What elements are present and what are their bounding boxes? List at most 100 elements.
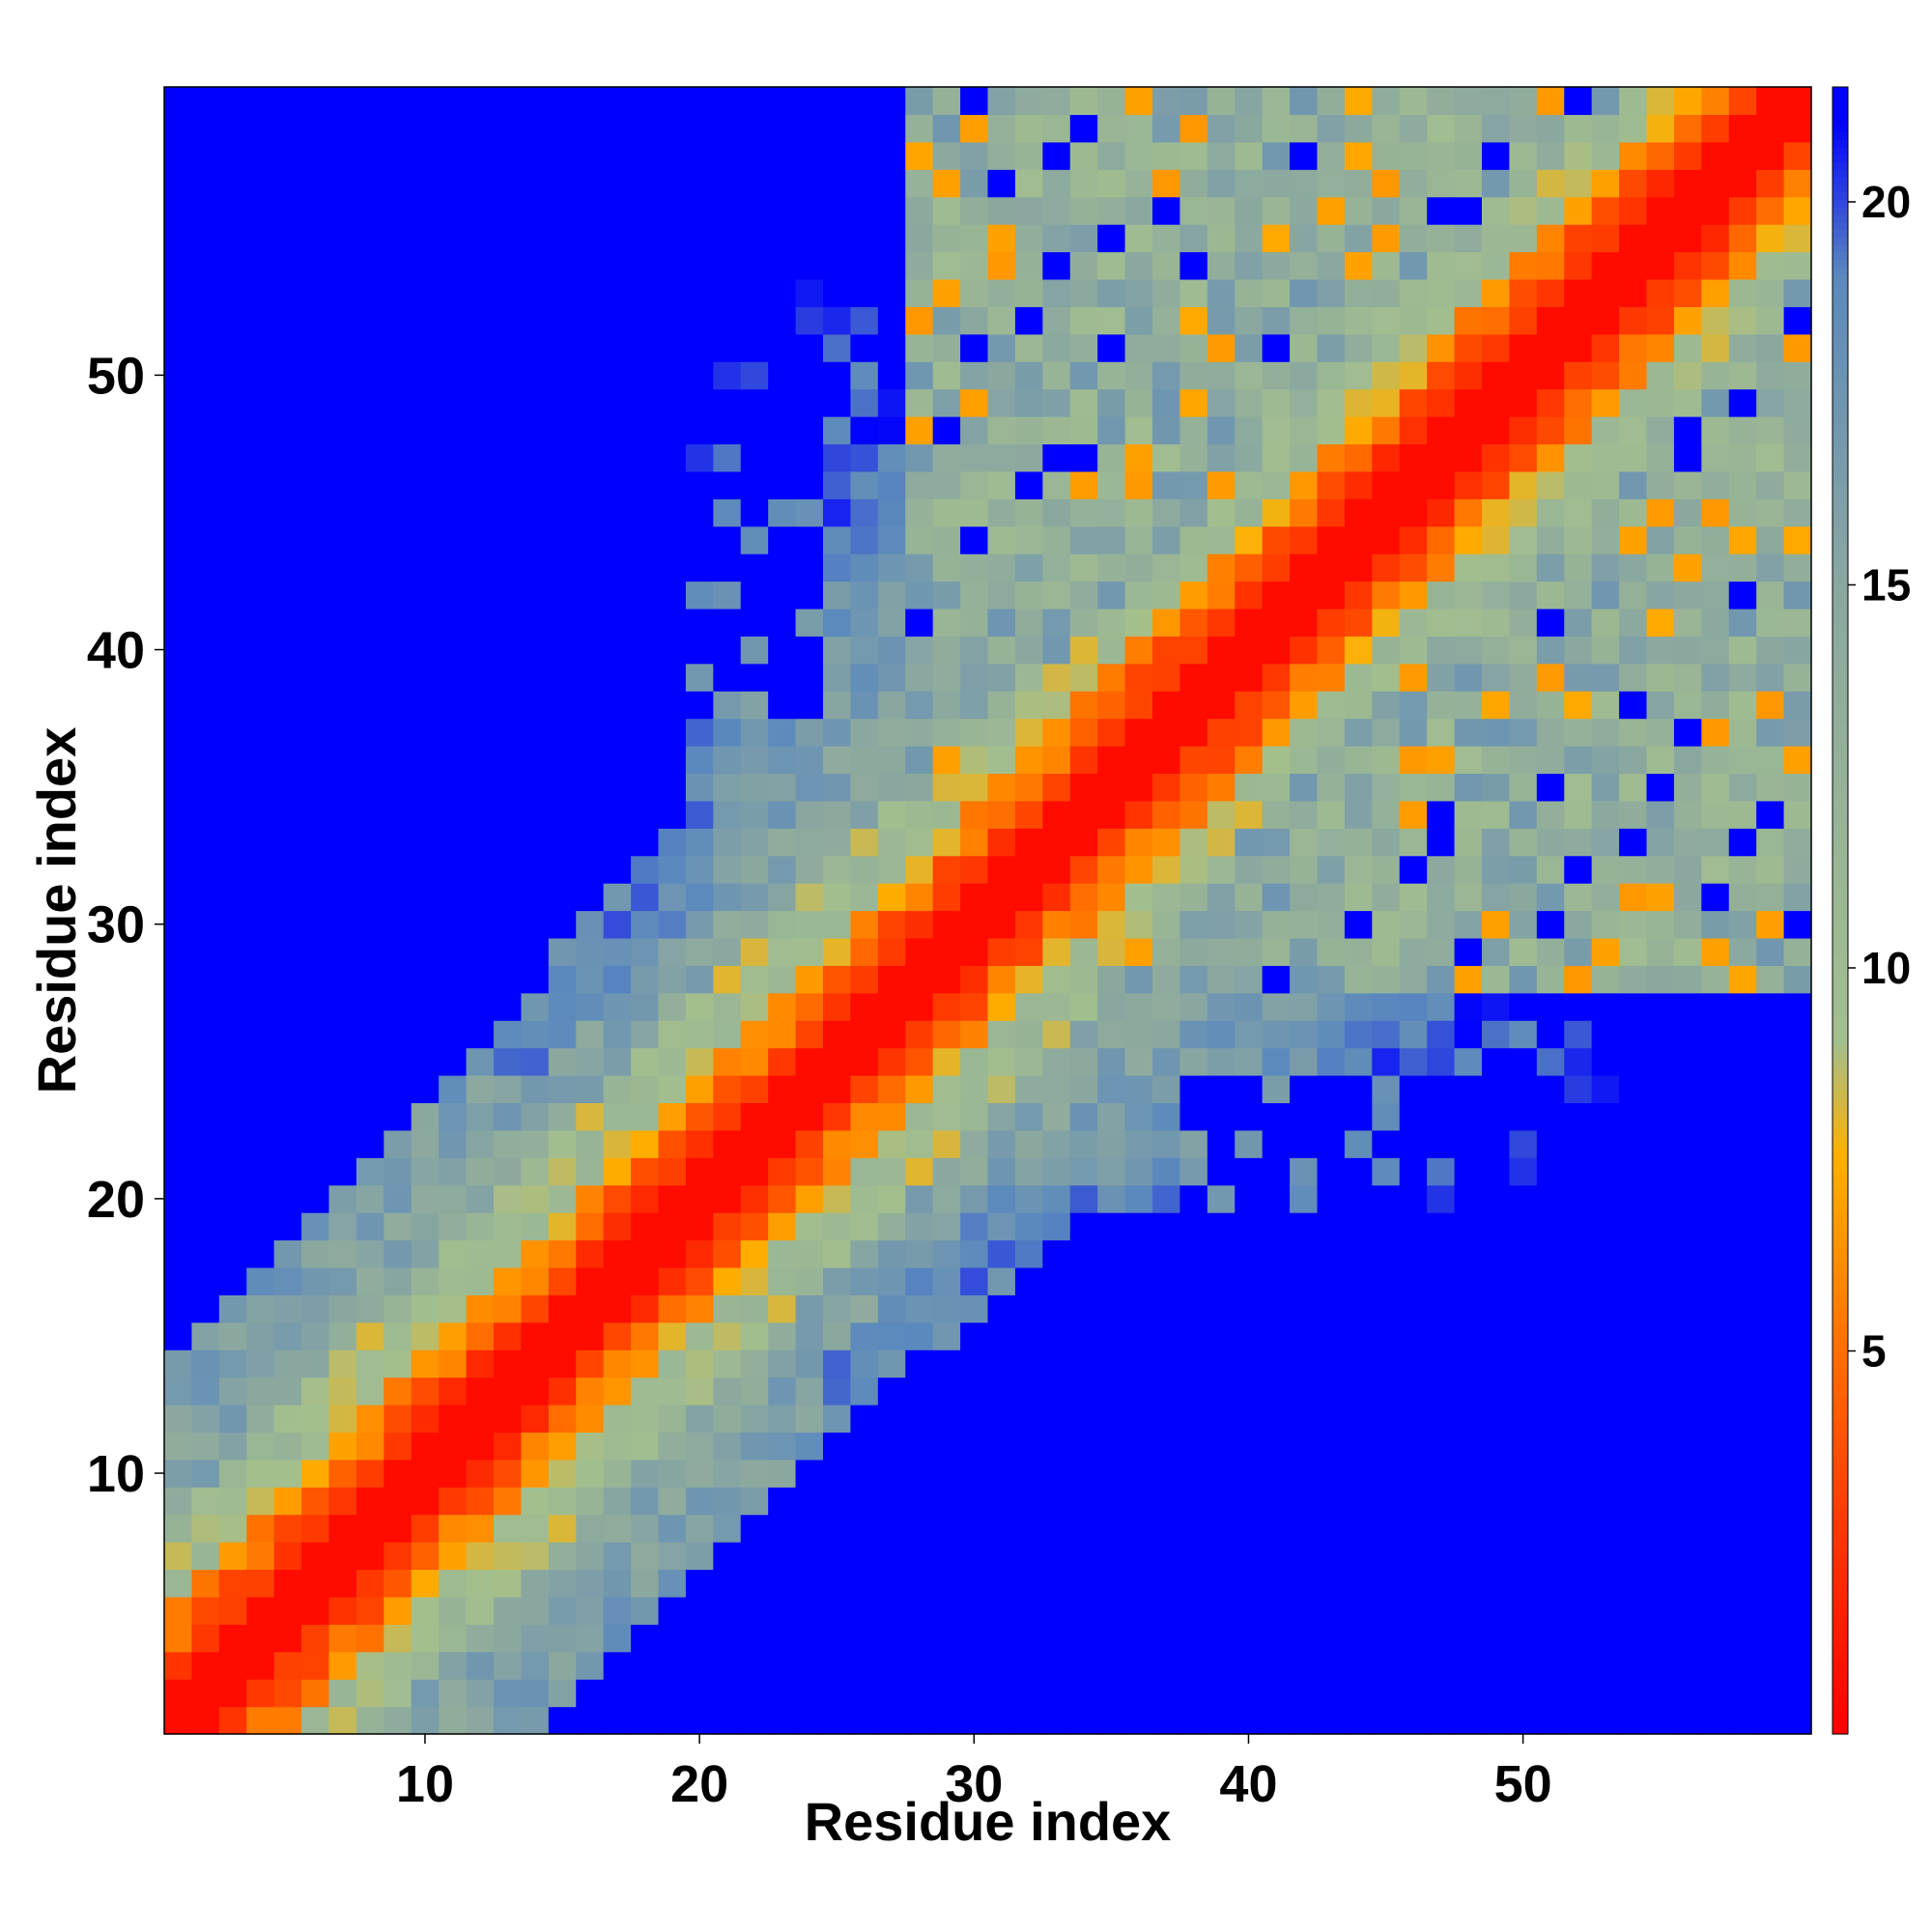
heatmap-cell: [1756, 1706, 1785, 1735]
heatmap-cell: [521, 910, 550, 939]
heatmap-cell: [740, 1679, 769, 1708]
heatmap-cell: [932, 196, 961, 225]
heatmap-cell: [1673, 581, 1702, 610]
heatmap-cell: [1124, 443, 1153, 472]
heatmap-cell: [1482, 1157, 1511, 1186]
heatmap-cell: [1454, 910, 1483, 939]
heatmap-cell: [932, 1321, 961, 1350]
heatmap-cell: [795, 1405, 824, 1434]
heatmap-cell: [1014, 608, 1043, 637]
heatmap-cell: [1756, 361, 1785, 390]
heatmap-cell: [1591, 691, 1620, 720]
heatmap-cell: [1482, 251, 1511, 280]
colorbar-segment: [1833, 297, 1848, 305]
heatmap-cell: [1152, 470, 1181, 499]
heatmap-cell: [301, 1432, 330, 1461]
heatmap-cell: [713, 1432, 742, 1461]
heatmap-cell: [1235, 855, 1264, 884]
heatmap-cell: [1124, 1487, 1153, 1516]
heatmap-cell: [1344, 1321, 1373, 1350]
heatmap-cell: [1427, 1432, 1456, 1461]
colorbar-segment: [1833, 1711, 1848, 1720]
heatmap-cell: [273, 1487, 302, 1516]
colorbar-segment: [1833, 716, 1848, 724]
heatmap-cell: [905, 361, 934, 390]
heatmap-cell: [494, 333, 523, 362]
heatmap-cell: [1235, 1679, 1264, 1708]
heatmap-cell: [301, 663, 330, 692]
heatmap-cell: [384, 169, 412, 198]
heatmap-cell: [1756, 1487, 1785, 1516]
heatmap-cell: [1756, 169, 1785, 198]
heatmap-cell: [1344, 746, 1373, 775]
heatmap-cell: [1069, 554, 1098, 582]
heatmap-cell: [685, 306, 714, 335]
heatmap-cell: [439, 581, 468, 610]
heatmap-cell: [713, 1102, 742, 1131]
heatmap-cell: [246, 470, 275, 499]
heatmap-cell: [1235, 581, 1264, 610]
heatmap-cell: [218, 1459, 247, 1488]
colorbar-segment: [1833, 273, 1848, 283]
heatmap-cell: [1152, 937, 1181, 966]
heatmap-cell: [1097, 141, 1126, 170]
colorbar-segment: [1833, 1397, 1848, 1406]
heatmap-cell: [713, 1239, 742, 1268]
heatmap-cell: [1427, 1651, 1456, 1680]
heatmap-cell: [1124, 333, 1153, 362]
heatmap-cell: [273, 663, 302, 692]
heatmap-cell: [439, 1569, 468, 1598]
heatmap-cell: [576, 1212, 605, 1241]
heatmap-cell: [355, 1157, 384, 1186]
colorbar-segment: [1833, 1427, 1848, 1435]
heatmap-cell: [1152, 1679, 1181, 1708]
heatmap-cell: [1372, 1487, 1401, 1516]
heatmap-cell: [1014, 1487, 1043, 1516]
heatmap-cell: [740, 1184, 769, 1213]
heatmap-cell: [1454, 1157, 1483, 1186]
heatmap-cell: [1207, 1487, 1236, 1516]
heatmap-cell: [466, 1266, 495, 1295]
heatmap-cell: [658, 1047, 687, 1076]
heatmap-cell: [1728, 361, 1757, 390]
heatmap-cell: [877, 169, 906, 198]
heatmap-cell: [1701, 1706, 1730, 1735]
heatmap-cell: [1152, 1596, 1181, 1625]
heatmap-cell: [1509, 773, 1538, 802]
heatmap-cell: [740, 773, 769, 802]
heatmap-cell: [631, 1596, 660, 1625]
heatmap-cell: [603, 800, 632, 829]
colorbar-segment: [1833, 1142, 1848, 1151]
heatmap-cell: [1756, 773, 1785, 802]
heatmap-cell: [1235, 361, 1264, 390]
heatmap-cell: [411, 1047, 440, 1076]
heatmap-cell: [1728, 470, 1757, 499]
heatmap-cell: [1097, 1321, 1126, 1350]
heatmap-cell: [328, 1075, 357, 1104]
heatmap-cell: [685, 1459, 714, 1488]
heatmap-cell: [246, 608, 275, 637]
heatmap-cell: [1564, 1432, 1593, 1461]
heatmap-cell: [384, 1487, 412, 1516]
heatmap-cell: [191, 1047, 220, 1076]
heatmap-cell: [795, 1266, 824, 1295]
heatmap-cell: [384, 636, 412, 665]
heatmap-cell: [1427, 1350, 1456, 1378]
heatmap-cell: [1042, 196, 1071, 225]
heatmap-cell: [328, 1706, 357, 1735]
heatmap-cell: [1290, 663, 1319, 692]
heatmap-cell: [905, 663, 934, 692]
heatmap-cell: [1372, 1651, 1401, 1680]
heatmap-cell: [1673, 1075, 1702, 1104]
colorbar-tick-label: 20: [1861, 177, 1911, 227]
heatmap-cell: [301, 800, 330, 829]
heatmap-cell: [273, 855, 302, 884]
heatmap-cell: [355, 278, 384, 307]
heatmap-cell: [355, 773, 384, 802]
heatmap-cell: [1152, 169, 1181, 198]
heatmap-cell: [1344, 1624, 1373, 1653]
heatmap-cell: [191, 526, 220, 554]
heatmap-cell: [1372, 1377, 1401, 1406]
heatmap-cell: [1564, 470, 1593, 499]
heatmap-cell: [960, 278, 989, 307]
